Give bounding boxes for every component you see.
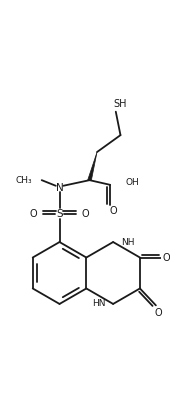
Text: O: O	[155, 308, 163, 318]
Polygon shape	[88, 152, 97, 180]
Text: OH: OH	[125, 179, 139, 188]
Text: O: O	[162, 252, 170, 263]
Text: NH: NH	[121, 237, 134, 246]
Text: O: O	[82, 209, 90, 219]
Text: S: S	[56, 209, 63, 219]
Text: CH₃: CH₃	[16, 176, 32, 184]
Text: HN: HN	[92, 299, 106, 308]
Text: N: N	[56, 182, 63, 193]
Text: SH: SH	[114, 99, 127, 109]
Text: O: O	[109, 206, 117, 216]
Text: O: O	[29, 209, 37, 219]
